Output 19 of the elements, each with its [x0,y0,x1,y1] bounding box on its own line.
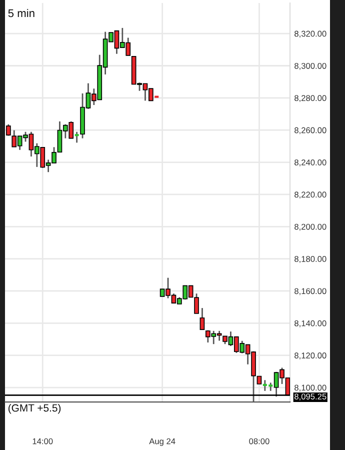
text: (GMT +5.5) [8,404,61,414]
x-tick-label: 08:00 [249,438,270,444]
y-tick-label: 8,200.00 [294,224,326,231]
y-tick-label: 8,220.00 [294,192,326,199]
x-tick-label: Aug 24 [149,438,176,446]
x-tick-label: 14:00 [32,438,53,444]
y-tick-label: 8,100.00 [294,384,326,392]
y-tick-label: 8,240.00 [294,159,326,166]
y-tick-label: 8,260.00 [294,127,326,134]
ref-line-label: 8,095.25 [294,394,326,400]
y-tick-label: 8,320.00 [294,30,326,38]
y-tick-label: 8,300.00 [294,62,326,70]
y-tick-label: 8,180.00 [294,256,326,263]
y-tick-label: 8,120.00 [294,352,326,360]
y-tick-label: 8,160.00 [294,288,326,296]
y-tick-label: 8,280.00 [294,95,326,102]
candlestick [200,307,205,330]
y-tick-label: 8,140.00 [294,320,326,328]
chart-title: 5 min [8,8,34,18]
